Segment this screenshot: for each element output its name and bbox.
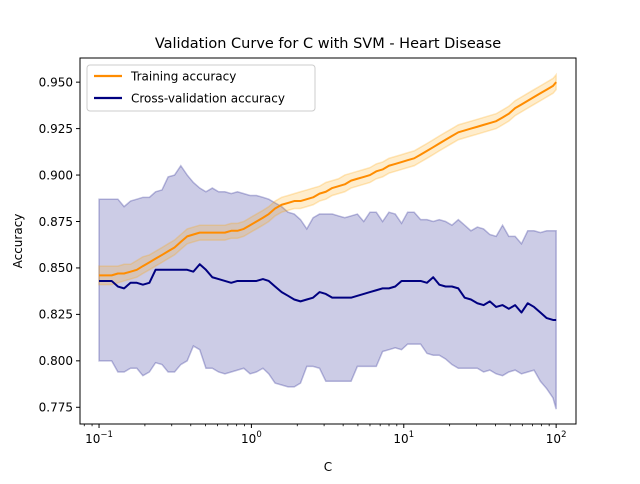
x-tick-label: 100 [241, 430, 262, 446]
x-tick-label: 101 [393, 430, 414, 446]
y-tick-label: 0.850 [39, 261, 73, 275]
legend-label-cross-validation: Cross-validation accuracy [131, 92, 285, 106]
axes-frame [79, 57, 577, 425]
legend: Training accuracy Cross-validation accur… [86, 64, 316, 112]
y-tick-label: 0.825 [39, 308, 73, 322]
y-tick-label: 0.800 [39, 354, 73, 368]
legend-label-training: Training accuracy [130, 70, 236, 84]
x-tick-label: 102 [546, 430, 567, 446]
x-tick-label: 10−1 [85, 430, 113, 446]
series-line-training [99, 81, 557, 277]
x-axis-label: C [324, 460, 332, 474]
x-axis: 10−1 100 101 102 [83, 424, 567, 446]
y-tick-label: 0.775 [39, 401, 73, 415]
y-tick-label: 0.900 [39, 168, 73, 182]
band-cross-validation [98, 164, 557, 410]
series-line-cross-validation [99, 263, 557, 321]
y-tick-label: 0.950 [39, 75, 73, 89]
y-tick-label: 0.925 [39, 122, 73, 136]
chart-title: Validation Curve for C with SVM - Heart … [155, 36, 501, 52]
plot-area [98, 72, 557, 410]
y-axis-label: Accuracy [11, 214, 25, 269]
legend-box [86, 64, 316, 112]
y-axis: 0.775 0.800 0.825 0.850 0.875 0.900 0.925 0.950 [39, 75, 80, 415]
y-tick-label: 0.875 [39, 215, 73, 229]
